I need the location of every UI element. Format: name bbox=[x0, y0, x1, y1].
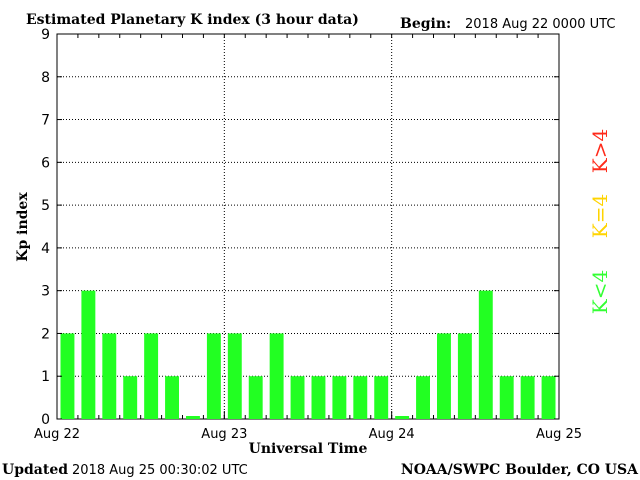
kp-bar bbox=[165, 376, 179, 419]
kp-bar bbox=[102, 333, 117, 419]
kp-bar bbox=[457, 333, 472, 419]
kp-bar bbox=[332, 376, 347, 419]
y-tick-label: 0 bbox=[41, 412, 50, 428]
kp-bar bbox=[395, 416, 410, 419]
kp-bar bbox=[520, 376, 535, 419]
kp-bar bbox=[541, 376, 556, 419]
legend-k-equals-4: K=4 bbox=[588, 194, 612, 238]
credit-text: NOAA/SWPC Boulder, CO USA bbox=[401, 462, 639, 478]
kp-bar bbox=[311, 376, 326, 419]
kp-bar bbox=[437, 333, 451, 419]
kp-bar bbox=[499, 376, 514, 419]
y-tick-label: 7 bbox=[41, 113, 50, 129]
y-tick-label: 9 bbox=[41, 27, 50, 43]
kp-bar bbox=[416, 376, 430, 419]
y-tick-label: 1 bbox=[41, 369, 50, 385]
updated-timestamp: 2018 Aug 25 00:30:02 UTC bbox=[72, 463, 248, 478]
y-tick-label: 3 bbox=[41, 284, 50, 300]
x-axis-ticks: Aug 22 Aug 23 Aug 24 Aug 25 bbox=[34, 34, 582, 442]
y-tick-label: 5 bbox=[41, 198, 50, 214]
kp-bar bbox=[269, 333, 284, 419]
kp-bar bbox=[478, 290, 493, 419]
kp-bar bbox=[60, 333, 75, 419]
chart-title: Estimated Planetary K index (3 hour data… bbox=[26, 12, 359, 28]
kp-bar bbox=[248, 376, 263, 419]
legend-k-greater-4: K>4 bbox=[588, 129, 612, 173]
updated-label: Updated bbox=[2, 462, 68, 478]
kp-bar bbox=[81, 290, 96, 419]
gridlines bbox=[57, 34, 559, 419]
begin-label: Begin: bbox=[400, 16, 451, 32]
begin-date: 2018 Aug 22 0000 UTC bbox=[465, 17, 615, 32]
y-axis-label: Kp index bbox=[15, 192, 31, 262]
x-tick-label: Aug 25 bbox=[536, 427, 582, 442]
x-tick-label: Aug 23 bbox=[201, 427, 247, 442]
kp-bar bbox=[144, 333, 159, 419]
y-tick-label: 2 bbox=[41, 326, 50, 342]
kp-bar bbox=[123, 376, 138, 419]
legend-k-less-4: K<4 bbox=[588, 270, 612, 314]
y-axis-ticks: 0 1 2 3 4 5 6 7 8 9 bbox=[41, 27, 559, 428]
x-tick-label: Aug 24 bbox=[369, 427, 415, 442]
x-axis-label: Universal Time bbox=[249, 441, 368, 457]
kp-bar bbox=[374, 376, 389, 419]
kp-bar bbox=[227, 333, 242, 419]
y-tick-label: 6 bbox=[41, 155, 50, 171]
y-tick-label: 4 bbox=[41, 241, 50, 257]
kp-bar bbox=[290, 376, 305, 419]
kp-bar bbox=[186, 416, 200, 419]
x-tick-label: Aug 22 bbox=[34, 427, 80, 442]
y-tick-label: 8 bbox=[41, 70, 50, 86]
bar-series bbox=[60, 290, 556, 419]
kp-bar bbox=[206, 333, 221, 419]
kp-bar bbox=[353, 376, 368, 419]
